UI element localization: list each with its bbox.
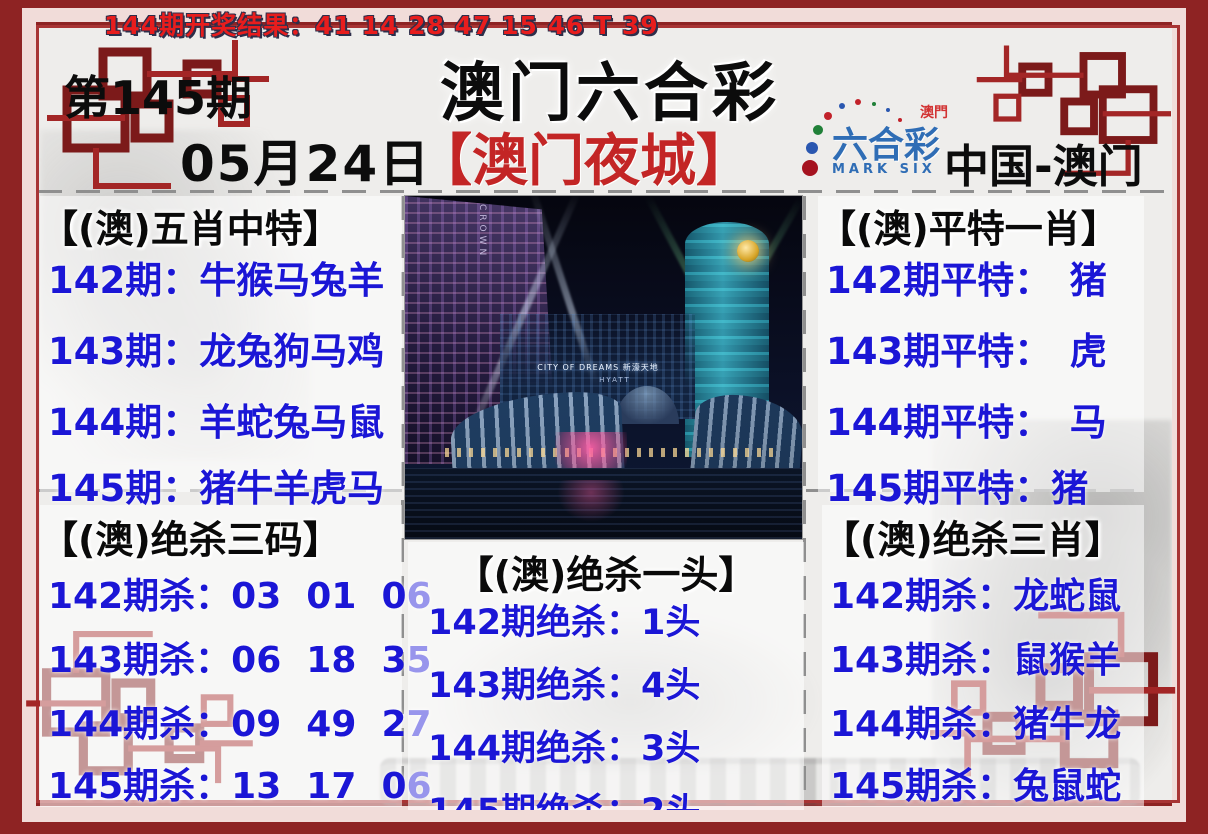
prediction-row: 144期：羊蛇兔马鼠 [48,401,385,444]
prediction-row: 144期杀：09 49 27 [48,704,432,745]
prediction-row: 142期杀：龙蛇鼠 [830,576,1122,617]
page-title: 澳门六合彩 [440,57,780,131]
left-vertical-divider [401,196,404,796]
logo-subname: MARK SIX [832,162,936,177]
fountain-reflection [557,480,625,522]
right-vertical-divider [803,196,806,796]
prediction-row: 143期绝杀：4头 [428,666,701,706]
logo-dots-icon [802,160,818,176]
panel-jue-sha-san-ma: 【(澳)绝杀三码】 142期杀：03 01 06 143期杀：06 18 35 … [40,505,432,807]
draw-date: 05月24日 [180,135,432,193]
water-reflection [405,468,802,539]
panel-title: 【(澳)绝杀三肖】 [822,518,1123,562]
prediction-row: 144期绝杀：3头 [428,729,701,769]
prediction-row: 145期杀：13 17 06 [48,766,432,807]
issue-number: 第145期 [64,71,253,125]
panel-ping-te-yi-xiao: 【(澳)平特一肖】 142期平特： 猪 143期平特： 虎 144期平特： 马 … [818,196,1144,510]
prediction-row: 142期杀：03 01 06 [48,576,432,617]
crown-label: CROWN [477,204,487,260]
prediction-row: 144期杀：猪牛龙 [830,704,1122,745]
prediction-row: 143期：龙兔狗马鸡 [48,330,385,373]
prediction-row: 145期：猪牛羊虎马 [48,467,385,510]
panel-title: 【(澳)平特一肖】 [818,207,1119,251]
panel-title: 【(澳)绝杀一头】 [455,553,757,597]
panel-jue-sha-san-xiao: 【(澳)绝杀三肖】 142期杀：龙蛇鼠 143期杀：鼠猴羊 144期杀：猪牛龙 … [822,505,1144,807]
prediction-row: 143期杀：06 18 35 [48,640,432,681]
logo-name: 六合彩 [832,125,941,166]
page-subtitle: 【澳门夜城】 [416,129,752,194]
panel-five-xiao-zhong-te: 【(澳)五肖中特】 142期：牛猴马兔羊 143期：龙兔狗马鸡 144期：羊蛇兔… [40,196,402,510]
prediction-row: 143期杀：鼠猴羊 [830,640,1122,681]
prediction-row: 145期杀：兔鼠蛇 [830,766,1122,807]
prediction-row: 145期平特：猪 [826,467,1089,510]
prediction-row: 143期平特： 虎 [826,330,1107,373]
prediction-row: 142期：牛猴马兔羊 [48,259,385,302]
panel-title: 【(澳)五肖中特】 [40,207,341,251]
hyatt-label: HYATT [599,376,631,384]
region-label: 中国-澳门 [944,140,1143,193]
logo-region: 澳門 [920,105,948,121]
panel-title: 【(澳)绝杀三码】 [40,518,341,562]
header-divider [38,190,1178,193]
prediction-row: 145期绝杀：2头 [428,783,700,810]
city-of-dreams-label: CITY OF DREAMS 新濠天地 [537,363,659,372]
prediction-row: 142期平特： 猪 [826,259,1107,302]
panel-jue-sha-yi-tou: 【(澳)绝杀一头】 142期绝杀：1头 143期绝杀：4头 144期绝杀：3头 … [408,542,804,810]
macau-night-photo: CROWN CITY OF DREAMS 新濠天地 HYATT [405,196,802,539]
prediction-row: 144期平特： 马 [826,401,1107,444]
previous-draw-result: 144期开奖结果：41 14 28 47 15 46 T 39 [104,11,659,40]
gold-emblem [737,240,759,262]
mark-six-logo: 六合彩 MARK SIX 澳門 [792,102,950,190]
prediction-row: 142期绝杀：1头 [428,603,701,643]
